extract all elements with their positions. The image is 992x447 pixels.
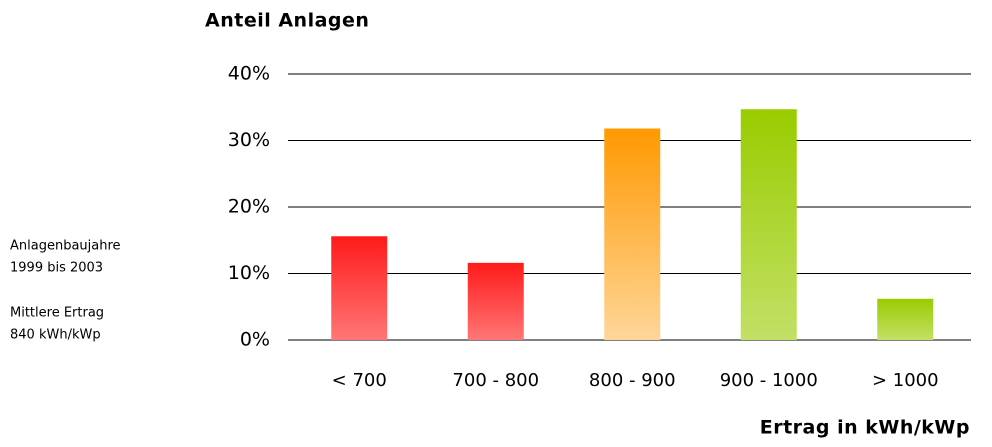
bar: [877, 298, 934, 340]
x-tick-label: 900 - 1000: [720, 370, 818, 391]
chart-title: Anteil Anlagen: [205, 10, 369, 32]
x-axis-label: Ertrag in kWh/kWp: [760, 417, 970, 439]
y-tick-label: 10%: [228, 262, 270, 284]
note: 840 kWh/kWp: [10, 328, 101, 343]
bar: [331, 236, 388, 340]
bar: [740, 109, 797, 341]
x-tick-label: < 700: [332, 370, 387, 391]
bar: [604, 128, 661, 340]
x-tick-label: > 1000: [872, 370, 939, 391]
note: 1999 bis 2003: [10, 261, 103, 276]
note: Mittlere Ertrag: [10, 306, 104, 321]
y-tick-label: 40%: [228, 63, 270, 85]
note: Anlagenbaujahre: [10, 239, 121, 254]
bar: [467, 262, 524, 340]
y-tick-label: 20%: [228, 196, 270, 218]
y-tick-label: 30%: [228, 129, 270, 151]
y-tick-label: 0%: [240, 329, 270, 351]
x-tick-label: 700 - 800: [452, 370, 539, 391]
x-tick-label: 800 - 900: [589, 370, 676, 391]
